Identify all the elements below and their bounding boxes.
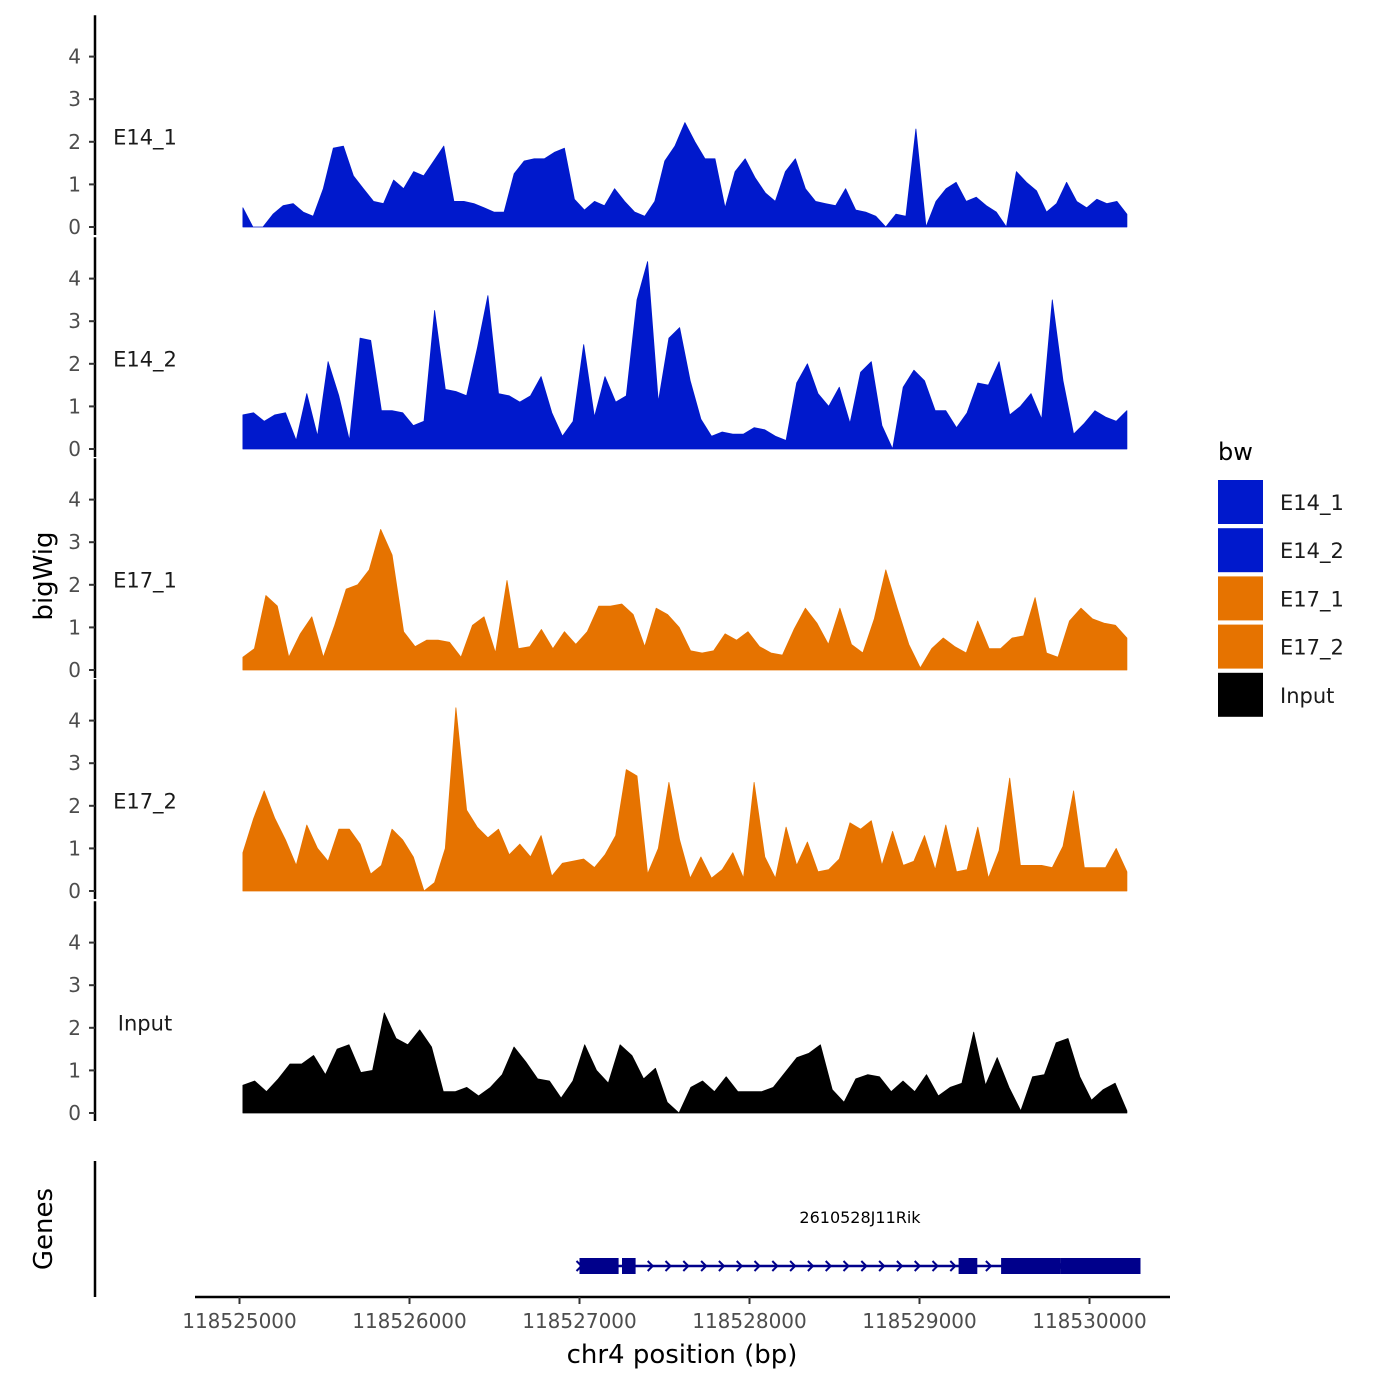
strand-arrow	[718, 1260, 726, 1272]
y-tick-label: 0	[68, 1101, 81, 1125]
x-tick-label: 118528000	[692, 1309, 807, 1333]
legend-title: bw	[1218, 438, 1253, 466]
y-tick-label: 4	[68, 709, 81, 733]
legend-key	[1218, 528, 1263, 573]
legend-entry-E17_2: E17_2	[1218, 624, 1344, 669]
exon	[958, 1258, 978, 1274]
legend-entry-Input: Input	[1218, 672, 1334, 717]
track-E17_1: 0 1 2 3 4 E17_1	[68, 458, 1128, 682]
strand-arrow	[735, 1260, 744, 1272]
gene-2610528J11Rik: 2610528J11Rik	[575, 1208, 1141, 1274]
area-E14_2	[242, 261, 1128, 450]
legend-label: E14_1	[1280, 491, 1344, 516]
track-E17_2: 0 1 2 3 4 E17_2	[68, 679, 1128, 903]
y-tick-label: 4	[68, 45, 81, 69]
strand-arrow	[771, 1260, 779, 1272]
y-tick-label: 1	[68, 1058, 81, 1082]
x-tick-label: 118525000	[182, 1309, 297, 1333]
strand-arrow	[700, 1260, 708, 1272]
strand-arrow	[931, 1260, 939, 1272]
exon	[622, 1258, 636, 1274]
area-E17_2	[242, 707, 1128, 892]
y-tick-label: 0	[68, 437, 81, 461]
gene-name-label: 2610528J11Rik	[799, 1208, 921, 1227]
legend-label: E17_1	[1280, 587, 1344, 612]
exon	[579, 1258, 619, 1274]
y-tick-label: 2	[68, 130, 81, 154]
y-tick-label: 3	[68, 87, 81, 111]
track-label-E14_1: E14_1	[113, 126, 177, 151]
legend-entry-E14_1: E14_1	[1218, 480, 1344, 524]
strand-arrow	[646, 1260, 655, 1272]
strand-arrow	[913, 1260, 922, 1272]
y-tick-label: 1	[68, 172, 81, 196]
y-tick-label: 2	[68, 794, 81, 818]
track-label-E14_2: E14_2	[113, 348, 177, 373]
y-tick-label: 0	[68, 658, 81, 682]
track-Input: 0 1 2 3 4 Input	[68, 901, 1128, 1125]
strand-arrow	[842, 1260, 850, 1272]
y-tick-label: 4	[68, 931, 81, 955]
y-tick-label: 3	[68, 309, 81, 333]
legend-entry-E14_2: E14_2	[1218, 528, 1344, 573]
strand-arrow	[807, 1260, 815, 1272]
legend-key	[1218, 672, 1263, 717]
strand-arrow	[824, 1260, 833, 1272]
y-tick-label: 3	[68, 751, 81, 775]
y-tick-label: 4	[68, 267, 81, 291]
area-E17_1	[242, 529, 1128, 671]
x-tick-label: 118526000	[352, 1309, 467, 1333]
strand-arrow	[985, 1260, 993, 1272]
strand-arrow	[860, 1260, 868, 1272]
legend-key	[1218, 480, 1263, 524]
exon	[1001, 1258, 1061, 1274]
area-E14_1	[242, 122, 1128, 228]
gene-track: Genes 2610528J11Rik	[29, 1161, 1141, 1297]
y-tick-label: 1	[68, 394, 81, 418]
strand-arrow	[664, 1260, 672, 1272]
y-tick-label: 3	[68, 973, 81, 997]
exon	[1060, 1258, 1141, 1274]
strand-arrow	[878, 1260, 886, 1272]
y-tick-label: 0	[68, 215, 81, 239]
y-tick-label: 2	[68, 573, 81, 597]
x-axis: chr4 position (bp) 118525000 118526000 118…	[182, 1295, 1170, 1370]
y-tick-label: 4	[68, 488, 81, 512]
legend-entry-E17_1: E17_1	[1218, 576, 1344, 621]
gene-track-title: Genes	[29, 1188, 59, 1270]
track-label-E17_1: E17_1	[113, 569, 177, 594]
strand-arrow	[789, 1260, 797, 1272]
y-axis-title: bigWig	[29, 531, 59, 620]
x-tick-label: 118529000	[862, 1309, 977, 1333]
legend-label: E17_2	[1280, 636, 1344, 661]
y-tick-label: 1	[68, 836, 81, 860]
x-tick-label: 118527000	[522, 1309, 637, 1333]
area-Input	[242, 1012, 1128, 1114]
strand-arrow	[896, 1260, 904, 1272]
x-axis-title: chr4 position (bp)	[567, 1340, 798, 1370]
legend-key	[1218, 624, 1263, 669]
legend: bw E14_1 E14_2 E17_1 E17_2 Input	[1218, 438, 1344, 717]
y-tick-label: 1	[68, 615, 81, 639]
strand-arrow	[949, 1260, 957, 1272]
x-tick-label: 118530000	[1032, 1309, 1147, 1333]
y-tick-label: 2	[68, 1016, 81, 1040]
strand-arrow	[682, 1260, 690, 1272]
y-tick-label: 3	[68, 530, 81, 554]
legend-key	[1218, 576, 1263, 621]
strand-arrow	[753, 1260, 761, 1272]
legend-label: Input	[1280, 684, 1334, 708]
y-tick-label: 0	[68, 879, 81, 903]
y-tick-label: 2	[68, 352, 81, 376]
legend-label: E14_2	[1280, 539, 1344, 564]
track-E14_2: 0 1 2 3 4 E14_2	[68, 237, 1128, 461]
tracks-layer: 0 1 2 3 4 E14_1 0 1 2 3 4 E14_2 0 1 2 3 4 E17_1 0 1 2 3 4 E17_2…	[68, 15, 1128, 1125]
track-E14_1: 0 1 2 3 4 E14_1	[68, 15, 1128, 239]
track-label-E17_2: E17_2	[113, 790, 177, 815]
track-label-Input: Input	[118, 1012, 172, 1036]
